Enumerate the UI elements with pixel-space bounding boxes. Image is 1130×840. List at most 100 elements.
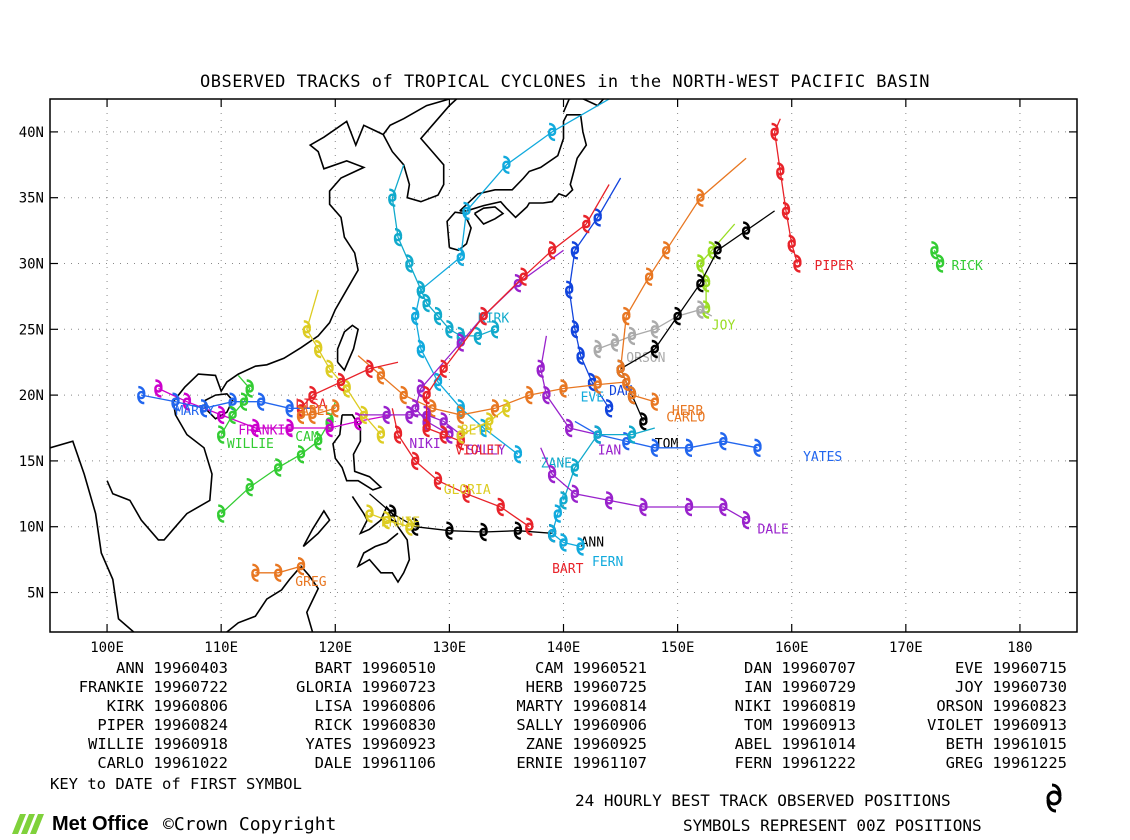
track-point-orson-core (696, 305, 705, 314)
key-storm-date: 19960510 (361, 659, 436, 677)
track-point-eve-arm-top (457, 247, 465, 256)
track-point-gloria (376, 425, 386, 444)
track-label-ernie: ERNIE (381, 516, 420, 531)
track-point-violet-arm-bottom (439, 369, 447, 378)
track-label-carlo: CARLO (666, 410, 705, 425)
track-point-orson-arm-bottom (627, 336, 636, 346)
track-point-kirk (416, 280, 426, 299)
track-point-marty-core (228, 397, 237, 406)
track-point-piper-arm-bottom (770, 132, 778, 142)
track-point-kirk-arm-top (406, 254, 414, 263)
track-point-herb-core (622, 377, 631, 387)
track-point-ian-core (565, 423, 574, 433)
track-point-bart (411, 451, 420, 471)
track-point-abel-arm-bottom (296, 415, 305, 425)
key-storm-name: GREG (945, 754, 993, 772)
track-point-marty (171, 392, 180, 411)
track-point-greg (274, 563, 283, 582)
track-point-kirk (490, 320, 500, 339)
track-point-ian-arm-bottom (565, 428, 573, 438)
track-label-rick: RICK (952, 259, 983, 274)
track-point-dan-core (593, 213, 602, 222)
key-storm-date: 19960819 (781, 697, 856, 715)
track-point-dale-arm-top (549, 464, 557, 474)
track-point-orson (650, 320, 659, 339)
track-point-eve-core (513, 450, 523, 459)
track-point-rick (935, 254, 945, 273)
track-point-kirk-arm-top (474, 326, 483, 335)
track-point-beth-arm-top (457, 425, 465, 434)
track-point-zane-arm-top (594, 425, 602, 434)
track-point-carlo-core (650, 397, 659, 406)
track-label-niki: NIKI (409, 437, 440, 452)
track-point-eve (416, 339, 426, 359)
track-point-orson-arm-top (628, 326, 637, 335)
track-label-orson: ORSON (626, 351, 665, 366)
key-storm-name: PIPER (97, 716, 154, 734)
track-point-orson (627, 326, 637, 346)
track-point-ian-core (536, 364, 545, 373)
track-point-herb-arm-top (429, 399, 437, 408)
track-point-violet-arm-bottom (439, 435, 447, 444)
track-point-herb-core (428, 404, 437, 413)
track-point-bart-arm-top (497, 497, 505, 507)
track-point-violet (479, 306, 488, 326)
track-point-lisa-core (365, 364, 374, 373)
key-storm-name: ERNIE (516, 754, 573, 772)
track-point-violet (582, 214, 591, 234)
track-point-kirk-arm-bottom (388, 198, 396, 207)
track-point-tom-arm-bottom (741, 231, 750, 240)
copyright-text: ©Crown Copyright (163, 814, 337, 835)
track-point-kirk-core (393, 232, 403, 242)
track-point-zane-arm-top (571, 458, 580, 467)
track-point-frankie-arm-bottom (325, 428, 333, 438)
track-point-herb-arm-top (491, 399, 500, 408)
track-point-violet-arm-top (440, 425, 448, 434)
track-point-frankie-core (154, 384, 163, 393)
track-point-abel-core (296, 410, 306, 420)
track-point-kirk (422, 293, 431, 313)
track-point-dale-arm-bottom (719, 507, 727, 517)
track-point-zane-arm-top (628, 425, 637, 434)
track-point-lisa-arm-bottom (308, 396, 316, 405)
track-point-rick-arm-bottom (930, 251, 938, 260)
track-point-violet-core (582, 219, 591, 229)
track-joy (699, 223, 736, 310)
met-office-logo-text: Met Office (52, 812, 149, 835)
track-point-frankie-core (285, 423, 294, 433)
track-tom (619, 210, 775, 422)
track-point-marty-core (285, 404, 294, 413)
track-point-cam-arm-bottom (274, 468, 282, 477)
track-point-carlo-arm-top (663, 241, 671, 250)
key-storm-date: 19960923 (361, 735, 436, 753)
track-point-dale-arm-bottom (741, 521, 750, 530)
track-point-zane (593, 425, 602, 444)
track-point-herb (399, 385, 408, 405)
track-point-ann-arm-top (412, 517, 420, 526)
track-point-piper-core (776, 167, 785, 176)
track-point-ernie-core (365, 509, 374, 518)
track-point-orson-core (650, 325, 659, 334)
track-herb (357, 355, 627, 416)
track-point-cam-arm-top (326, 412, 334, 421)
key-entry-frankie: FRANKIE 19960722 (79, 678, 228, 696)
track-point-ann-arm-top (514, 521, 523, 530)
track-point-lisa-arm-top (309, 385, 317, 395)
key-entry-herb: HERB 19960725 (526, 678, 647, 696)
track-point-ann-arm-bottom (513, 531, 521, 540)
track-point-tom-core (741, 226, 751, 235)
track-point-frankie-arm-bottom (285, 428, 293, 438)
track-point-willie (239, 392, 249, 411)
track-point-ian-arm-bottom (542, 396, 550, 405)
track-point-piper-core (793, 259, 802, 268)
track-point-frankie (251, 418, 260, 438)
key-storm-name: IAN (744, 678, 782, 696)
track-label-willie: WILLIE (227, 437, 274, 452)
key-storm-name: ZANE (525, 735, 573, 753)
track-point-kirk (405, 254, 414, 273)
track-point-dale-arm-bottom (570, 494, 578, 503)
track-point-eve (502, 155, 511, 175)
track-point-marty-arm-top (258, 392, 266, 401)
track-point-dan (604, 399, 614, 418)
key-storm-date: 19960814 (572, 697, 647, 715)
